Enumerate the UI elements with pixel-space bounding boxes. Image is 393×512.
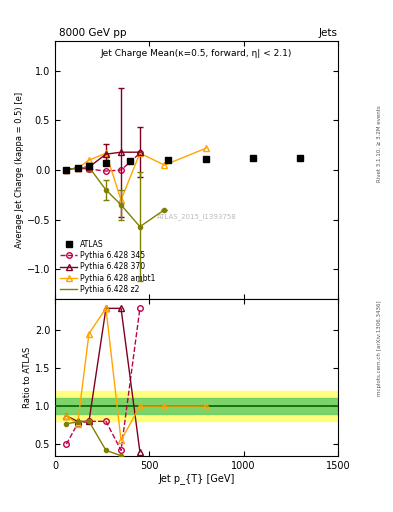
X-axis label: Jet p_{T} [GeV]: Jet p_{T} [GeV] — [158, 473, 235, 484]
Legend: ATLAS, Pythia 6.428 345, Pythia 6.428 370, Pythia 6.428 ambt1, Pythia 6.428 z2: ATLAS, Pythia 6.428 345, Pythia 6.428 37… — [59, 238, 157, 295]
Text: Rivet 3.1.10, ≥ 3.2M events: Rivet 3.1.10, ≥ 3.2M events — [377, 105, 382, 182]
Text: mcplots.cern.ch [arXiv:1306.3436]: mcplots.cern.ch [arXiv:1306.3436] — [377, 301, 382, 396]
Text: Jets: Jets — [319, 28, 338, 38]
Text: 8000 GeV pp: 8000 GeV pp — [59, 28, 127, 38]
Text: ATLAS_2015_I1393758: ATLAS_2015_I1393758 — [157, 213, 236, 220]
Y-axis label: Average Jet Charge (kappa = 0.5) [e]: Average Jet Charge (kappa = 0.5) [e] — [15, 92, 24, 248]
Y-axis label: Ratio to ATLAS: Ratio to ATLAS — [23, 347, 32, 408]
Text: Jet Charge Mean(κ=0.5, forward, η| < 2.1): Jet Charge Mean(κ=0.5, forward, η| < 2.1… — [101, 49, 292, 58]
